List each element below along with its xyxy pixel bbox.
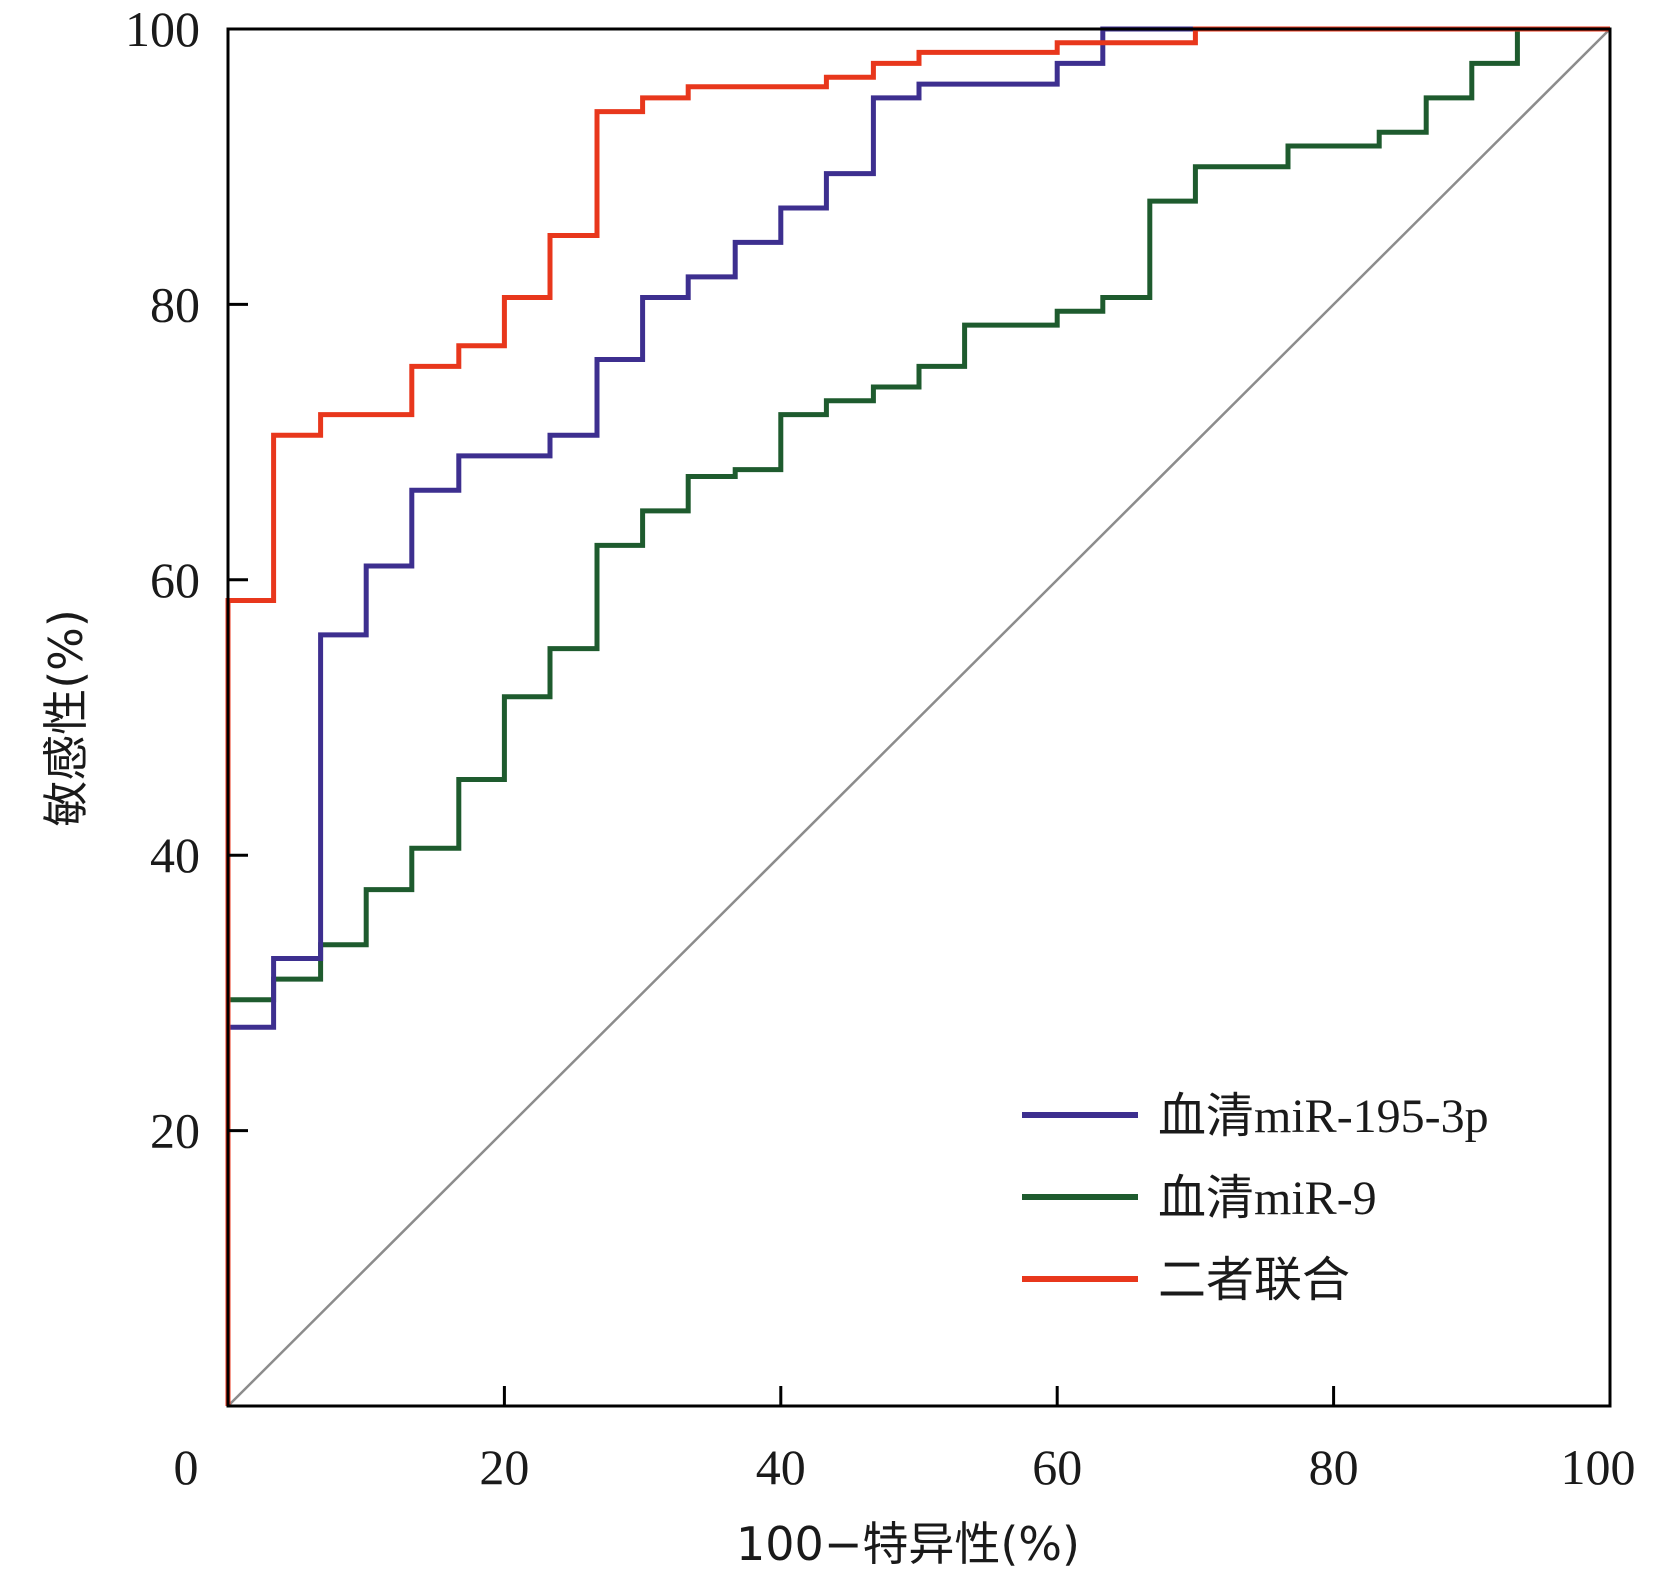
x-tick-label: 80: [1309, 1439, 1359, 1495]
series-line-1: [225, 26, 1610, 1406]
axes: [226, 27, 1612, 1408]
plot-frame: [226, 27, 1612, 1408]
y-axis-title: 敏感性(%): [39, 609, 93, 827]
y-tick-label: 100: [125, 1, 200, 57]
legend-label-1: 血清miR-9: [1158, 1172, 1377, 1225]
x-tick-label: 20: [479, 1439, 529, 1495]
y-tick-label: 20: [150, 1103, 200, 1159]
y-tick-label: 60: [150, 552, 200, 608]
y-tick-label: 80: [150, 276, 200, 332]
y-axis-ticks: 20 40 60 80 100: [125, 1, 248, 1159]
x-tick-label: 100: [1561, 1439, 1636, 1495]
plot-area: [225, 26, 1611, 1407]
legend-label-2: 二者联合: [1158, 1254, 1350, 1307]
x-tick-label: 60: [1032, 1439, 1082, 1495]
x-tick-label: 40: [756, 1439, 806, 1495]
x-tick-label: 0: [174, 1439, 199, 1495]
series-line-0: [225, 26, 1610, 1406]
x-axis-ticks: 0 20 40 60 80 100: [174, 1386, 1636, 1495]
reference-diagonal-line: [227, 28, 1611, 1407]
legend: 血清miR-195-3p 血清miR-9 二者联合: [1022, 1090, 1489, 1307]
y-tick-label: 40: [150, 827, 200, 883]
x-axis-title: 100−特异性(%): [736, 1517, 1080, 1571]
series-line-2: [225, 26, 1610, 1406]
legend-label-0: 血清miR-195-3p: [1158, 1090, 1489, 1143]
